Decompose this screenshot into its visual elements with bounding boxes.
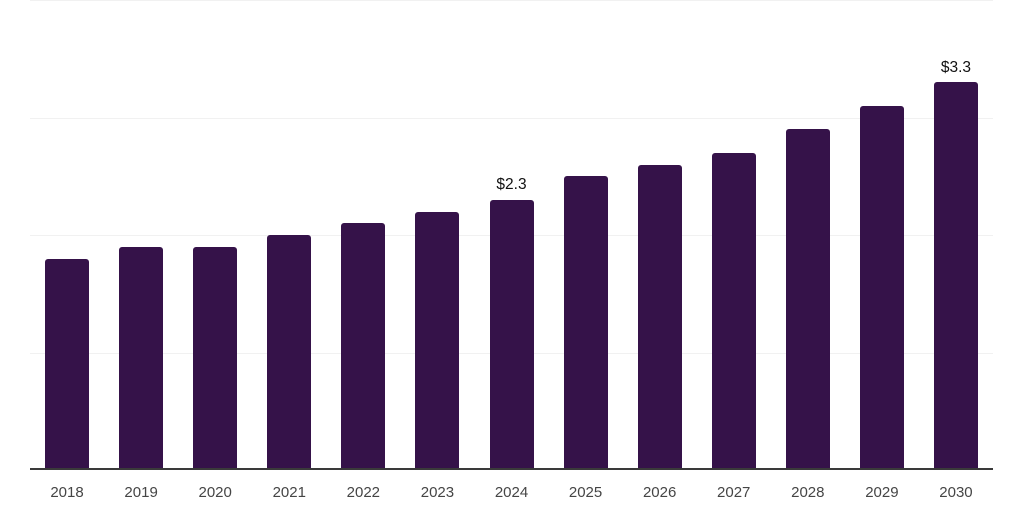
bar-2027: [711, 152, 756, 470]
x-tick-2023: 2023: [420, 484, 455, 501]
bar-2021: [267, 235, 312, 470]
x-axis-line: [30, 468, 993, 470]
plot-area: $2.3 $3.3: [30, 0, 993, 470]
x-tick-2018: 2018: [50, 484, 84, 501]
bar-2029: [859, 105, 904, 470]
gridline: [30, 117, 993, 119]
bar-2024: [489, 199, 534, 470]
bar-2030: [933, 82, 978, 470]
x-tick-2030: 2030: [939, 484, 973, 501]
x-tick-2029: 2029: [865, 484, 899, 501]
x-tick-2022: 2022: [346, 484, 381, 501]
x-tick-2021: 2021: [272, 484, 306, 501]
x-tick-2024: 2024: [494, 484, 529, 501]
x-tick-2019: 2019: [124, 484, 158, 501]
x-tick-2028: 2028: [791, 484, 825, 501]
x-tick-2020: 2020: [198, 484, 232, 501]
x-tick-2027: 2027: [717, 484, 751, 501]
bar-value-label-2024: $2.3: [496, 176, 527, 194]
bar-value-label-2030: $3.3: [940, 58, 972, 76]
bar-2028: [785, 129, 830, 470]
bar-2020: [193, 246, 238, 470]
bar-2019: [119, 246, 164, 470]
bar-2025: [563, 176, 608, 470]
bar-2023: [415, 211, 460, 470]
bar-2026: [637, 164, 682, 470]
bar-2018: [45, 258, 90, 470]
x-tick-2026: 2026: [642, 484, 677, 501]
bar-2022: [341, 223, 386, 470]
x-tick-2025: 2025: [568, 484, 603, 501]
gridline: [30, 0, 993, 1]
